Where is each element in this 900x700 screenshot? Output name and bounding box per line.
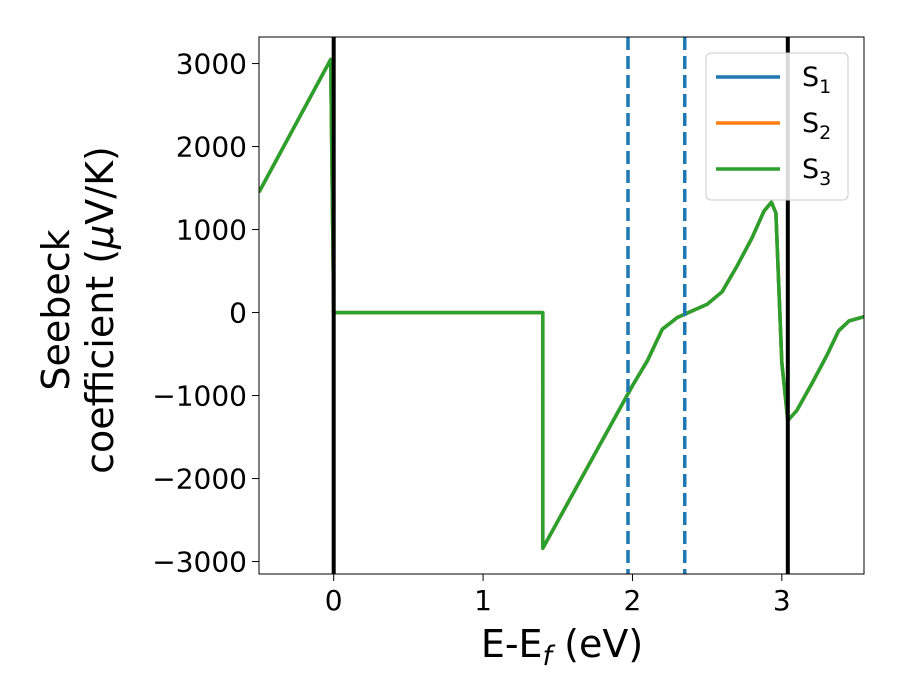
plot-frame bbox=[258, 36, 865, 575]
y-tick-label: −1000 bbox=[152, 380, 247, 413]
x-axis-label: E-Ef (eV) bbox=[481, 622, 643, 672]
y-axis-label-mu: μ bbox=[78, 225, 122, 250]
legend-entries: S1 S2 S3 bbox=[716, 62, 831, 190]
y-tick-label: 2000 bbox=[176, 131, 247, 164]
x-axis: 0 1 2 3 bbox=[325, 574, 791, 617]
legend-label-s3: S3 bbox=[802, 154, 831, 190]
y-axis: 3000 2000 1000 0 −1000 −2000 −3000 bbox=[152, 48, 259, 579]
y-tick-label: 1000 bbox=[176, 214, 247, 247]
y-axis-label-line2: coefficient (μV/K) bbox=[78, 146, 122, 474]
y-axis-label: Seebeck coefficient (μV/K) bbox=[34, 146, 122, 474]
legend-frame bbox=[705, 52, 849, 201]
x-tick-label: 0 bbox=[325, 584, 343, 617]
y-tick-label: 3000 bbox=[176, 48, 247, 81]
y-axis-label-text: coefficient ( bbox=[78, 249, 122, 474]
x-axis-label-main: E-E bbox=[481, 622, 543, 666]
y-axis-label-unit: V/K) bbox=[78, 146, 122, 225]
x-tick-label: 2 bbox=[624, 584, 642, 617]
data-layer bbox=[259, 37, 864, 574]
series-line-s3 bbox=[259, 57, 864, 551]
legend: S1 S2 S3 bbox=[705, 52, 849, 201]
y-axis-label-line1: Seebeck bbox=[34, 229, 78, 390]
x-axis-label-unit: (eV) bbox=[552, 622, 643, 666]
y-tick-label: −3000 bbox=[152, 546, 247, 579]
y-tick-label: −2000 bbox=[152, 463, 247, 496]
legend-label-s1: S1 bbox=[802, 62, 831, 98]
legend-label-s2: S2 bbox=[802, 108, 831, 144]
x-tick-label: 1 bbox=[474, 584, 492, 617]
y-tick-label: 0 bbox=[229, 297, 247, 330]
x-tick-label: 3 bbox=[773, 584, 791, 617]
